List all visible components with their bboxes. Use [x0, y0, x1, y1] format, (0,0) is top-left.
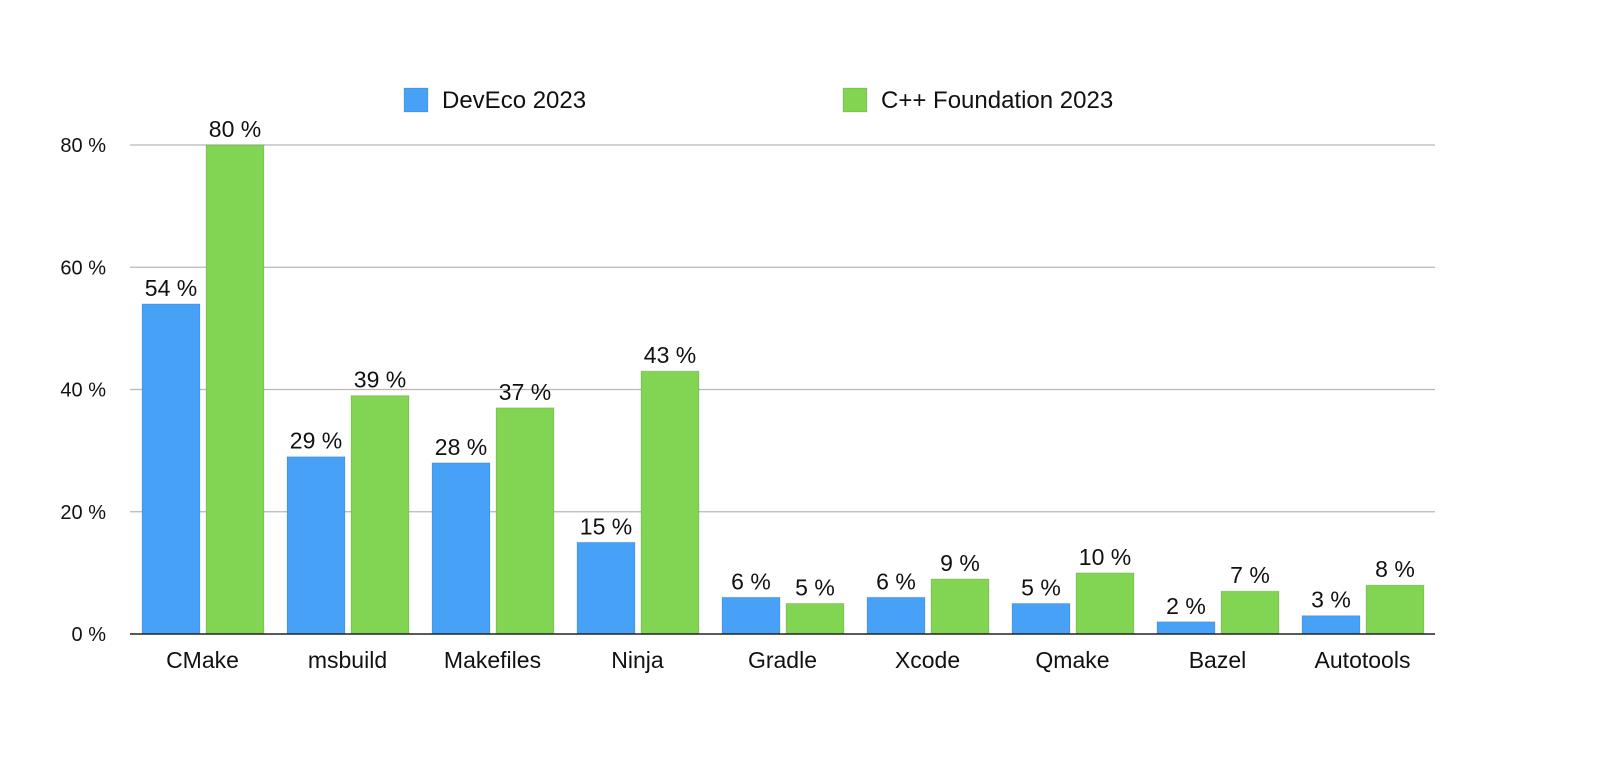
bar-deveco-2023-autotools	[1301, 615, 1361, 635]
data-label: 10 %	[1079, 544, 1131, 570]
legend-label: C++ Foundation 2023	[881, 87, 1113, 114]
bar-deveco-2023-makefiles	[431, 462, 491, 635]
data-label: 80 %	[209, 116, 261, 142]
bar-c-foundation-2023-xcode	[930, 578, 990, 635]
data-label: 5 %	[795, 574, 835, 600]
y-tick-label: 20 %	[60, 502, 106, 524]
bar-deveco-2023-gradle	[721, 596, 781, 635]
y-tick-label: 80 %	[60, 135, 106, 157]
bar-deveco-2023-qmake	[1011, 602, 1071, 635]
x-tick-label: CMake	[166, 647, 239, 673]
data-label: 37 %	[499, 379, 551, 405]
data-label: 39 %	[354, 367, 406, 393]
bar-c-foundation-2023-qmake	[1075, 572, 1135, 635]
y-tick-label: 0 %	[72, 624, 107, 646]
legend-swatch	[403, 87, 429, 113]
data-label: 15 %	[580, 513, 632, 539]
x-tick-label: Gradle	[748, 647, 817, 673]
y-tick-label: 40 %	[60, 380, 106, 402]
data-label: 6 %	[731, 568, 771, 594]
legend-label: DevEco 2023	[442, 87, 586, 114]
y-axis: 0 % 20 % 40 % 60 % 80 %	[60, 135, 106, 646]
data-label: 7 %	[1230, 562, 1270, 588]
bar-deveco-2023-ninja	[576, 541, 636, 635]
data-label: 2 %	[1166, 593, 1206, 619]
bar-c-foundation-2023-makefiles	[495, 407, 555, 635]
legend: DevEco 2023 C++ Foundation 2023	[403, 87, 1113, 114]
data-label: 54 %	[145, 275, 197, 301]
bar-c-foundation-2023-ninja	[640, 370, 700, 635]
bar-deveco-2023-xcode	[866, 596, 926, 635]
data-label: 43 %	[644, 342, 696, 368]
x-tick-label: Autotools	[1315, 647, 1411, 673]
bar-c-foundation-2023-cmake	[205, 144, 265, 635]
bar-deveco-2023-bazel	[1156, 621, 1216, 635]
data-label: 9 %	[940, 550, 980, 576]
bar-c-foundation-2023-gradle	[785, 602, 845, 635]
gridlines	[130, 144, 1435, 513]
data-label: 6 %	[876, 568, 916, 594]
x-tick-label: Qmake	[1035, 647, 1109, 673]
x-tick-label: msbuild	[308, 647, 387, 673]
x-tick-label: Ninja	[611, 647, 664, 673]
x-axis: CMake msbuild Makefiles Ninja Gradle Xcode Qma…	[130, 633, 1435, 673]
x-tick-label: Xcode	[895, 647, 960, 673]
x-tick-label: Bazel	[1189, 647, 1247, 673]
data-label: 29 %	[290, 428, 342, 454]
bar-c-foundation-2023-autotools	[1365, 584, 1425, 635]
bar-c-foundation-2023-bazel	[1220, 590, 1280, 635]
data-label: 3 %	[1311, 587, 1351, 613]
data-label: 8 %	[1375, 556, 1415, 582]
bars	[141, 144, 1425, 635]
y-tick-label: 60 %	[60, 257, 106, 279]
data-labels: 54 % 29 % 28 % 15 % 6 % 6 % 5 % 2 % 3 % 80 % 39 % 3…	[145, 116, 1415, 619]
legend-swatch	[842, 87, 868, 113]
bar-deveco-2023-msbuild	[286, 456, 346, 635]
bar-deveco-2023-cmake	[141, 303, 201, 635]
bar-c-foundation-2023-msbuild	[350, 395, 410, 635]
data-label: 28 %	[435, 434, 487, 460]
data-label: 5 %	[1021, 574, 1061, 600]
x-tick-label: Makefiles	[444, 647, 541, 673]
